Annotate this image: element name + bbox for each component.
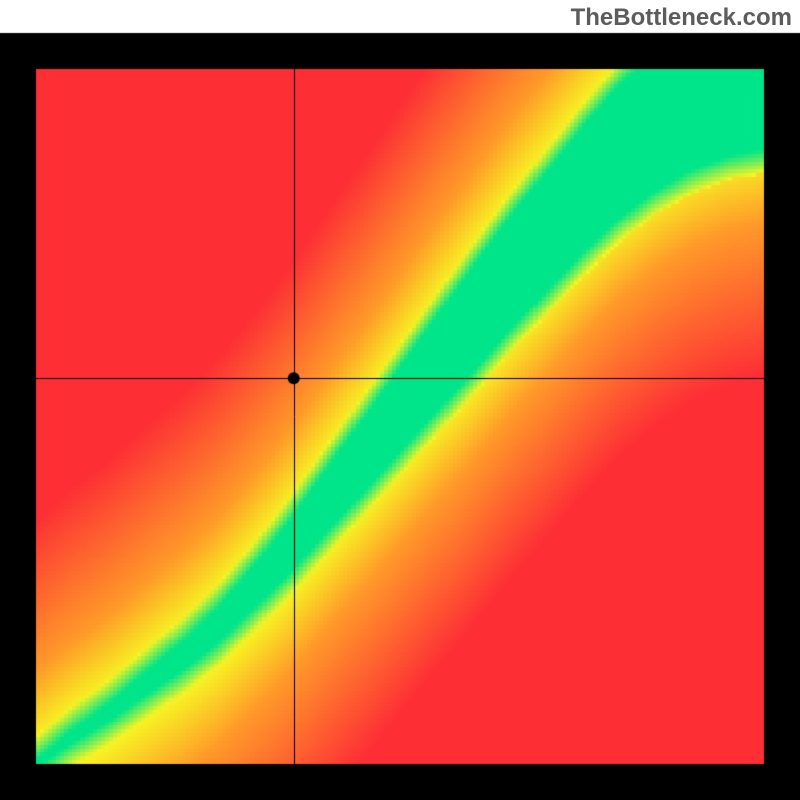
bottleneck-heatmap <box>0 0 800 800</box>
watermark-text: TheBottleneck.com <box>571 4 792 32</box>
